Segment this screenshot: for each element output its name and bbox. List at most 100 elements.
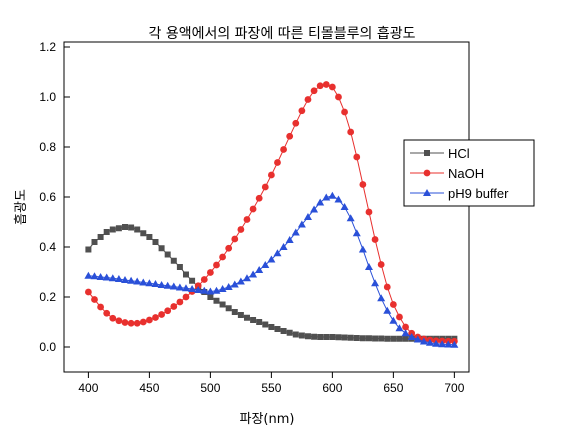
data-point [169, 282, 178, 290]
data-point [291, 228, 300, 236]
data-point [103, 309, 111, 317]
data-point [371, 236, 379, 243]
data-point [444, 340, 453, 348]
data-point [225, 244, 233, 252]
data-point [273, 249, 282, 257]
data-point [280, 328, 287, 334]
data-point [255, 194, 263, 202]
data-point [297, 220, 306, 228]
y-axis: 0.0 0.2 0.4 0.6 0.8 1.0 1.2 [39, 40, 70, 354]
x-tick-label: 700 [444, 381, 464, 395]
data-point [250, 317, 257, 323]
data-point [158, 311, 165, 318]
data-point [304, 333, 311, 340]
data-point [353, 153, 361, 161]
data-point [346, 214, 355, 222]
data-point [218, 285, 227, 292]
data-point [182, 293, 190, 301]
data-point [157, 281, 166, 288]
data-point [389, 301, 397, 308]
x-tick-label: 400 [78, 381, 98, 395]
data-point [389, 316, 398, 324]
data-point [280, 146, 287, 153]
series-naoh [84, 81, 458, 345]
y-tick-label: 1.0 [39, 90, 56, 104]
data-point [322, 81, 330, 88]
data-point [236, 277, 245, 285]
y-tick-label: 0.0 [39, 340, 56, 354]
data-point [139, 278, 148, 286]
data-point [285, 236, 294, 243]
data-point [383, 283, 391, 291]
data-point [103, 229, 110, 235]
data-point [194, 282, 202, 290]
data-point [225, 305, 232, 312]
data-point [347, 128, 355, 136]
data-point [200, 276, 208, 283]
data-point [97, 303, 104, 311]
data-point [164, 307, 172, 315]
x-tick-label: 500 [200, 381, 220, 395]
chart-title: 각 용액에서의 파장에 따른 티몰블루의 흡광도 [149, 26, 416, 42]
data-point [310, 87, 318, 95]
data-point [164, 251, 171, 258]
data-point [358, 245, 367, 253]
data-point [194, 286, 203, 293]
data-point [316, 198, 325, 206]
data-point [329, 334, 336, 340]
data-point [335, 334, 342, 341]
data-point [371, 279, 380, 287]
data-point [120, 276, 129, 283]
data-point [432, 339, 441, 347]
data-point [372, 335, 379, 342]
data-point [352, 229, 361, 237]
data-point [158, 245, 165, 252]
data-point [303, 213, 312, 220]
data-point [317, 334, 324, 340]
data-point [84, 288, 92, 296]
data-point [182, 271, 189, 278]
data-point [200, 286, 209, 294]
data-point [377, 261, 385, 268]
data-point [115, 317, 123, 325]
data-point [261, 261, 270, 268]
data-point [152, 239, 159, 245]
data-point [237, 312, 244, 318]
data-point [213, 297, 220, 304]
data-point [121, 224, 128, 230]
data-point [365, 335, 372, 342]
data-point [256, 319, 263, 325]
data-point [249, 205, 257, 213]
data-point [316, 82, 324, 90]
legend: HCl NaOH pH9 buffer [403, 139, 535, 207]
data-point [133, 277, 142, 285]
data-point [359, 181, 367, 188]
x-axis: 400 450 500 550 600 650 700 [78, 372, 465, 395]
y-axis-title: 흡광도 [14, 189, 29, 225]
data-point [311, 333, 318, 340]
data-point [96, 273, 105, 280]
data-point [261, 183, 269, 191]
data-point [383, 306, 392, 314]
data-point [396, 313, 403, 321]
data-point [133, 319, 141, 327]
data-point [188, 285, 197, 292]
data-point [340, 203, 349, 210]
data-point [181, 284, 190, 292]
data-point [212, 286, 221, 294]
data-point [231, 235, 239, 243]
data-point [207, 294, 214, 300]
data-point [206, 287, 215, 295]
data-point [243, 216, 251, 223]
x-tick-label: 600 [322, 381, 342, 395]
data-point [286, 329, 293, 336]
data-point [378, 335, 385, 342]
data-point [163, 281, 172, 289]
data-point [286, 132, 294, 140]
data-point [237, 226, 245, 233]
data-point [359, 335, 366, 342]
data-point [139, 318, 147, 326]
data-point [127, 319, 135, 327]
legend-label: NaOH [448, 166, 484, 181]
